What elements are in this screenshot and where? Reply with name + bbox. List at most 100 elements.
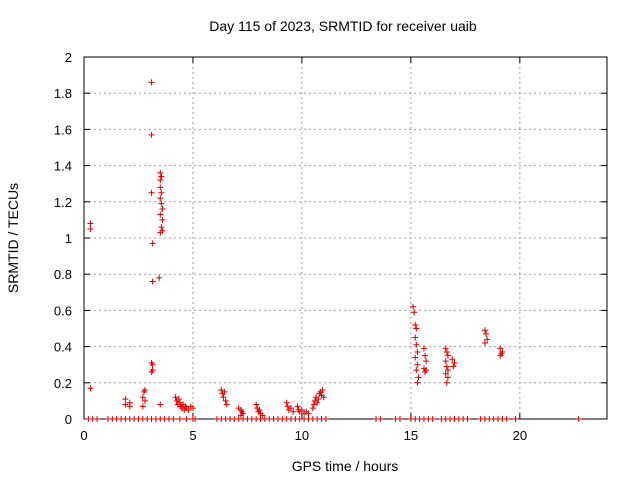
data-point [443,349,450,356]
data-point [413,325,420,332]
data-point [149,367,156,374]
y-tick-label: 1.8 [54,86,72,101]
data-point [157,401,164,408]
data-point [420,345,427,352]
data-point [442,370,449,377]
data-point [148,79,155,86]
x-tick-label: 10 [295,428,309,443]
data-point [575,416,582,422]
data-points [85,79,582,422]
data-point [414,379,421,386]
data-point [413,367,420,374]
data-point [157,211,164,218]
data-point [157,229,164,236]
data-point [122,396,129,403]
data-point [298,406,305,413]
data-point [218,387,225,394]
data-point [172,394,179,401]
data-point [484,336,491,343]
data-point [288,405,295,412]
data-point [139,403,146,410]
data-point [464,416,471,422]
data-point [413,341,420,348]
data-point [503,416,510,422]
x-tick-label: 5 [189,428,196,443]
y-tick-label: 2 [65,50,72,65]
data-point [377,416,384,422]
data-point [290,408,297,415]
data-point [429,416,436,422]
data-point [314,399,321,406]
data-point [148,131,155,138]
data-point [284,403,291,410]
data-point [122,401,129,408]
y-tick-label: 0.2 [54,376,72,391]
data-point [415,374,422,381]
data-point [157,184,164,191]
data-point [158,189,165,196]
data-point [309,405,316,412]
data-point [499,349,506,356]
data-point [142,387,149,394]
data-point [322,416,329,422]
data-point [222,397,229,404]
y-axis-label: SRMTID / TECUs [5,183,21,293]
y-tick-label: 0 [65,412,72,427]
data-point [450,363,457,370]
chart-title: Day 115 of 2023, SRMTID for receiver uai… [209,18,477,34]
data-point [449,356,456,363]
data-point [176,416,183,422]
data-point [237,412,244,419]
data-point [259,412,266,419]
data-point [253,401,260,408]
data-point [320,394,327,401]
data-point [220,394,227,401]
data-point [175,396,182,403]
data-point [315,396,322,403]
data-point [481,339,488,346]
data-point [481,327,488,334]
data-point [149,361,156,368]
data-point [451,359,458,366]
grid-lines [83,56,607,420]
data-point [185,406,192,413]
x-tick-label: 0 [80,428,87,443]
data-point [512,416,519,422]
data-point [423,367,430,374]
data-point [497,352,504,359]
data-point [139,394,146,401]
axis-ticks: 00.20.40.60.811.21.41.61.820 5 10 15 20 [54,50,607,443]
data-point [256,406,263,413]
data-point [142,397,149,404]
data-point [442,358,449,365]
data-point [443,363,450,370]
data-point [157,169,164,176]
data-point [443,379,450,386]
data-point [414,361,421,368]
data-point [192,416,199,422]
y-tick-label: 1.4 [54,159,72,174]
data-point [126,403,133,410]
data-point [444,367,451,374]
x-tick-label: 20 [513,428,527,443]
data-point [444,352,451,359]
data-point [159,206,166,213]
data-point [158,224,165,231]
x-axis-label: GPS time / hours [292,458,399,474]
data-point [410,303,417,310]
data-point [223,401,230,408]
data-point [170,416,177,422]
y-tick-label: 0.8 [54,267,72,282]
y-tick-label: 0.4 [54,340,72,355]
data-point [423,358,430,365]
data-point [411,309,418,316]
data-point [183,416,190,422]
data-point [157,195,164,202]
data-point [87,385,94,392]
data-point [149,278,156,285]
data-point [158,173,165,180]
data-point [156,274,163,281]
data-point [422,352,429,359]
y-tick-label: 1.2 [54,195,72,210]
